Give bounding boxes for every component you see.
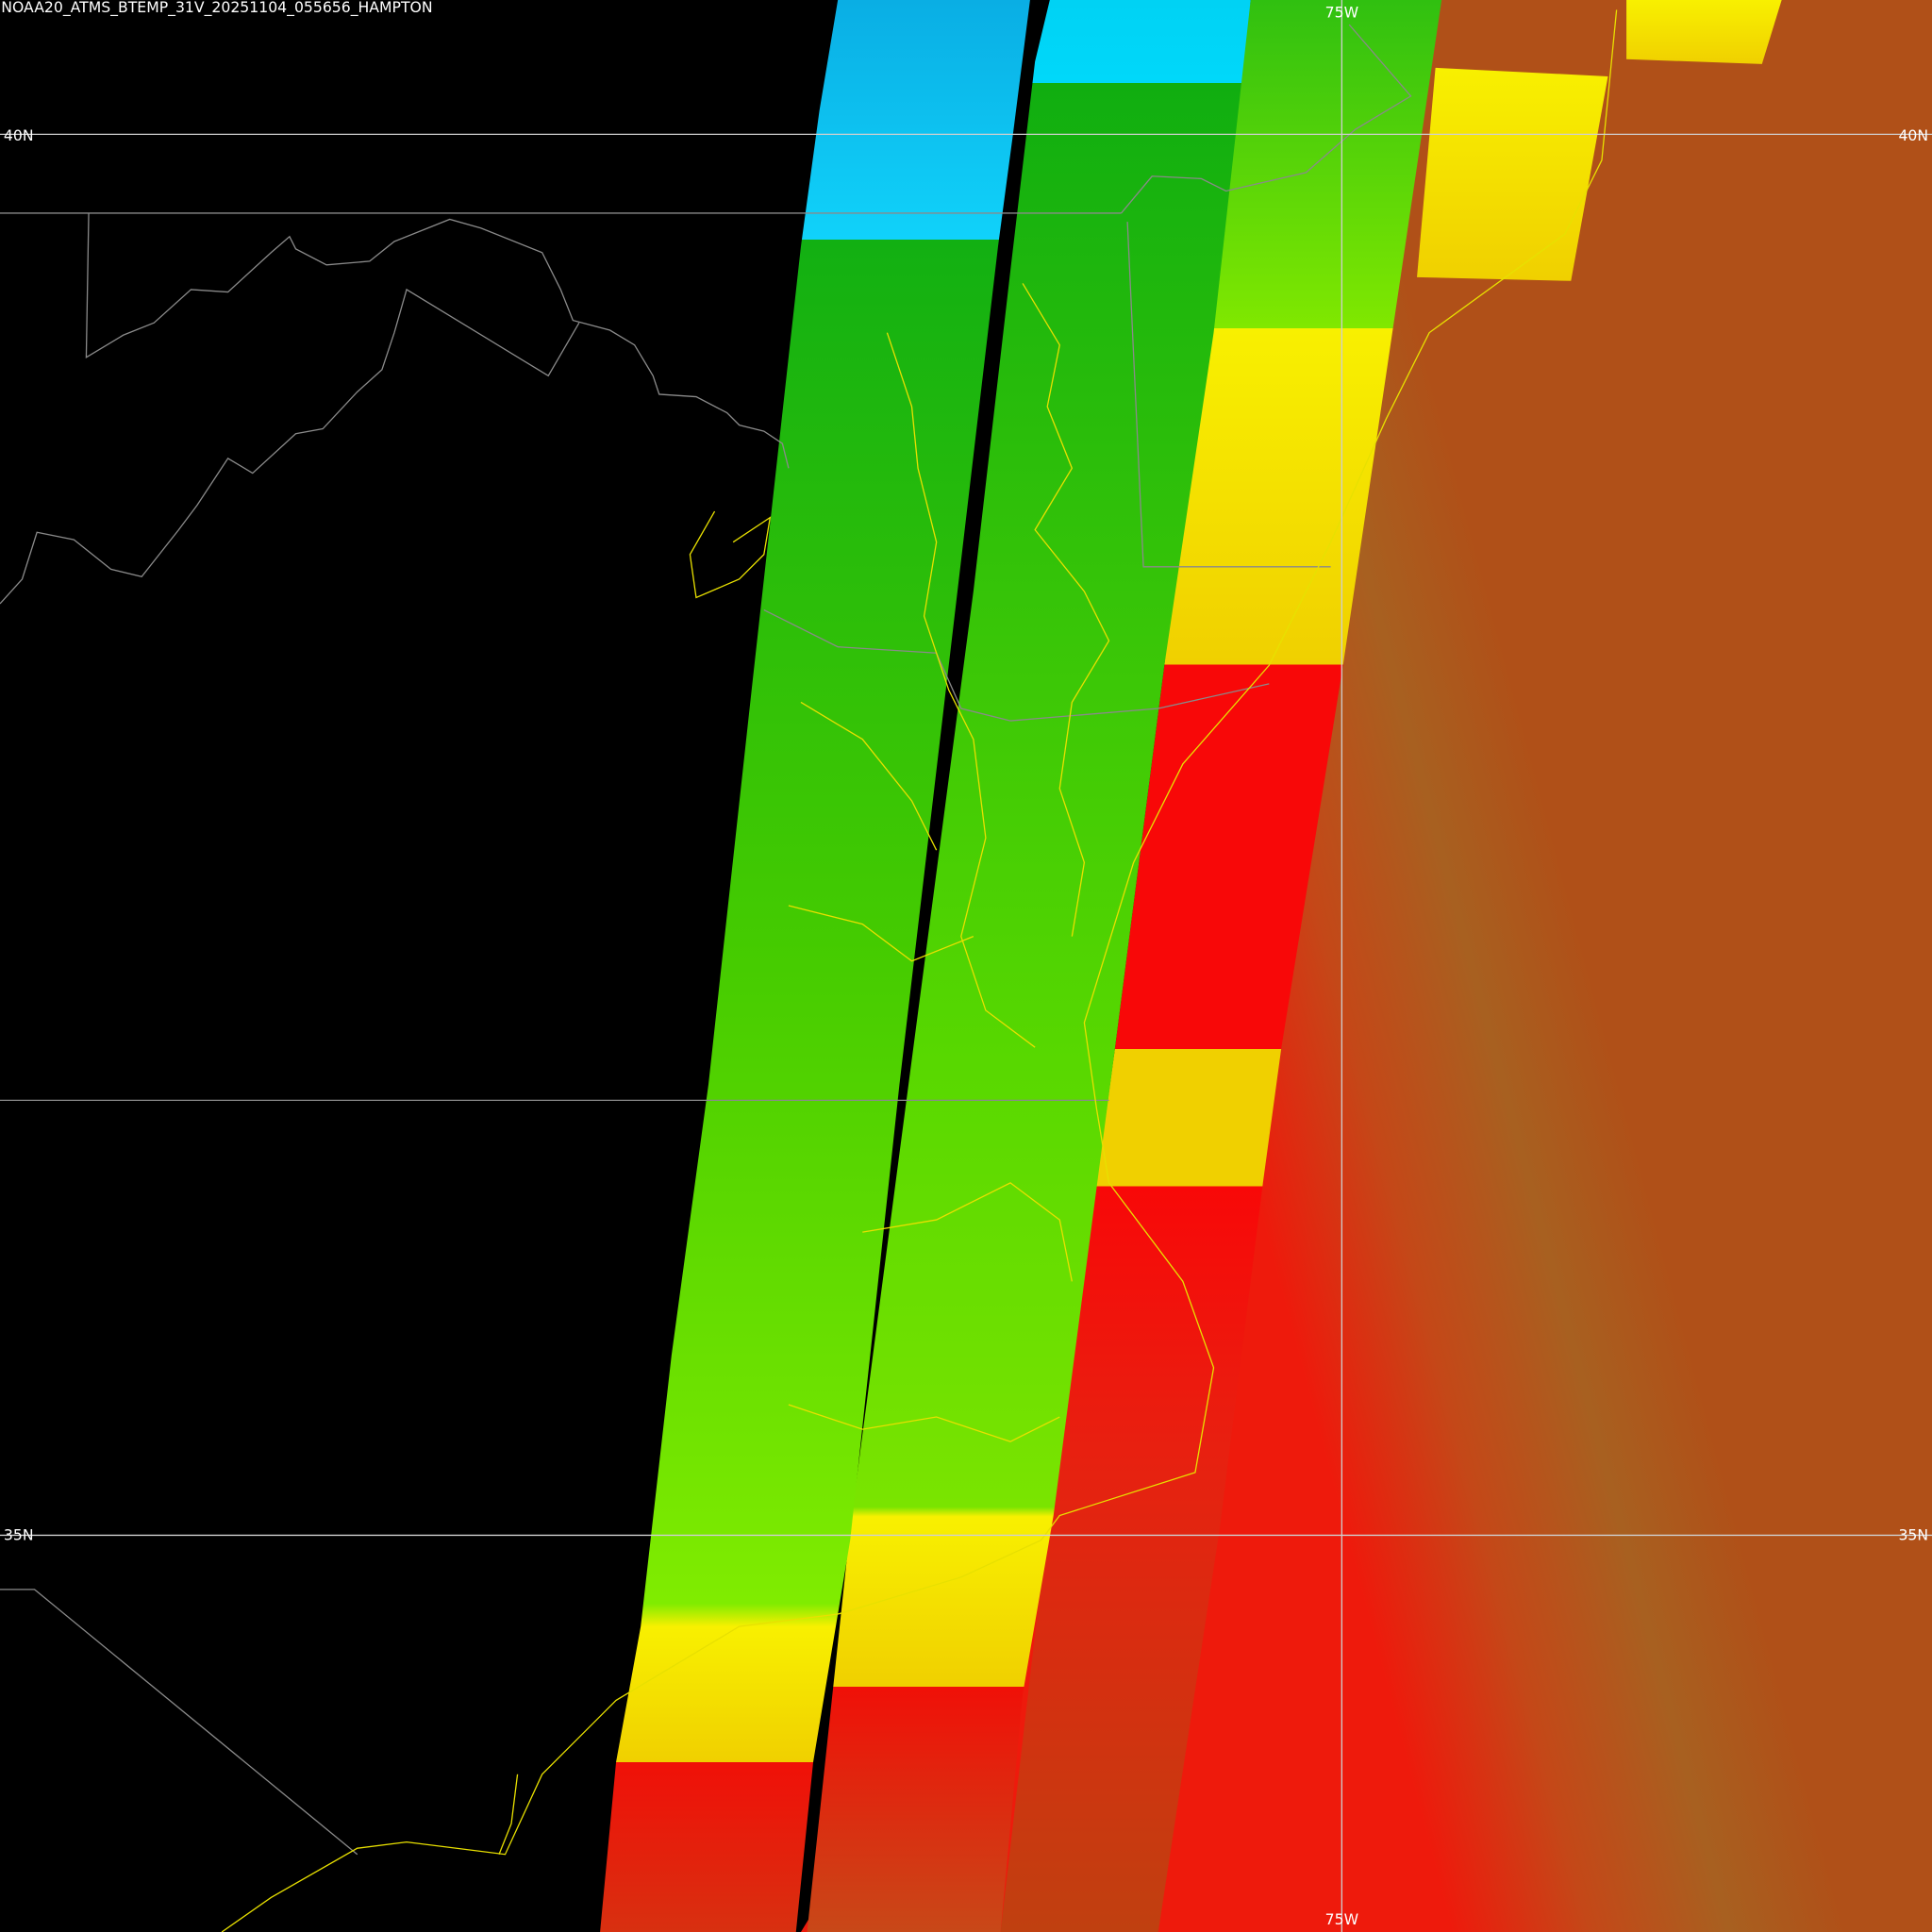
coastline [862, 1182, 1073, 1282]
coastline [788, 1404, 1060, 1442]
state-border [0, 288, 580, 605]
coastlines [221, 9, 1618, 1932]
coastline [1022, 283, 1110, 937]
swath-patch [1417, 67, 1608, 281]
swath-strip [1000, 0, 1442, 1932]
swath-patch [1626, 0, 1782, 64]
state-border [1121, 24, 1412, 214]
swath-data [600, 0, 1932, 1932]
coastline [886, 332, 1036, 1048]
state-border [1126, 222, 1331, 568]
coastline [788, 905, 974, 962]
state-border [0, 1589, 358, 1856]
latitude-label: 40N [4, 126, 34, 144]
coastline [689, 510, 772, 599]
state-border [85, 212, 790, 469]
latitude-label: 40N [1898, 126, 1928, 144]
latitude-label: 35N [4, 1526, 34, 1544]
coastline [221, 9, 1618, 1932]
longitude-label: 75W [1325, 3, 1358, 21]
swath-strip [600, 0, 1030, 1932]
longitude-label: 75W [1325, 1910, 1358, 1928]
map-title: NOAA20_ATMS_BTEMP_31V_20251104_055656_HA… [1, 0, 432, 17]
state-border [763, 608, 1270, 722]
coastline [498, 1774, 519, 1855]
borders [0, 24, 1412, 1856]
latitude-label: 35N [1898, 1526, 1928, 1544]
coastline [800, 701, 938, 851]
